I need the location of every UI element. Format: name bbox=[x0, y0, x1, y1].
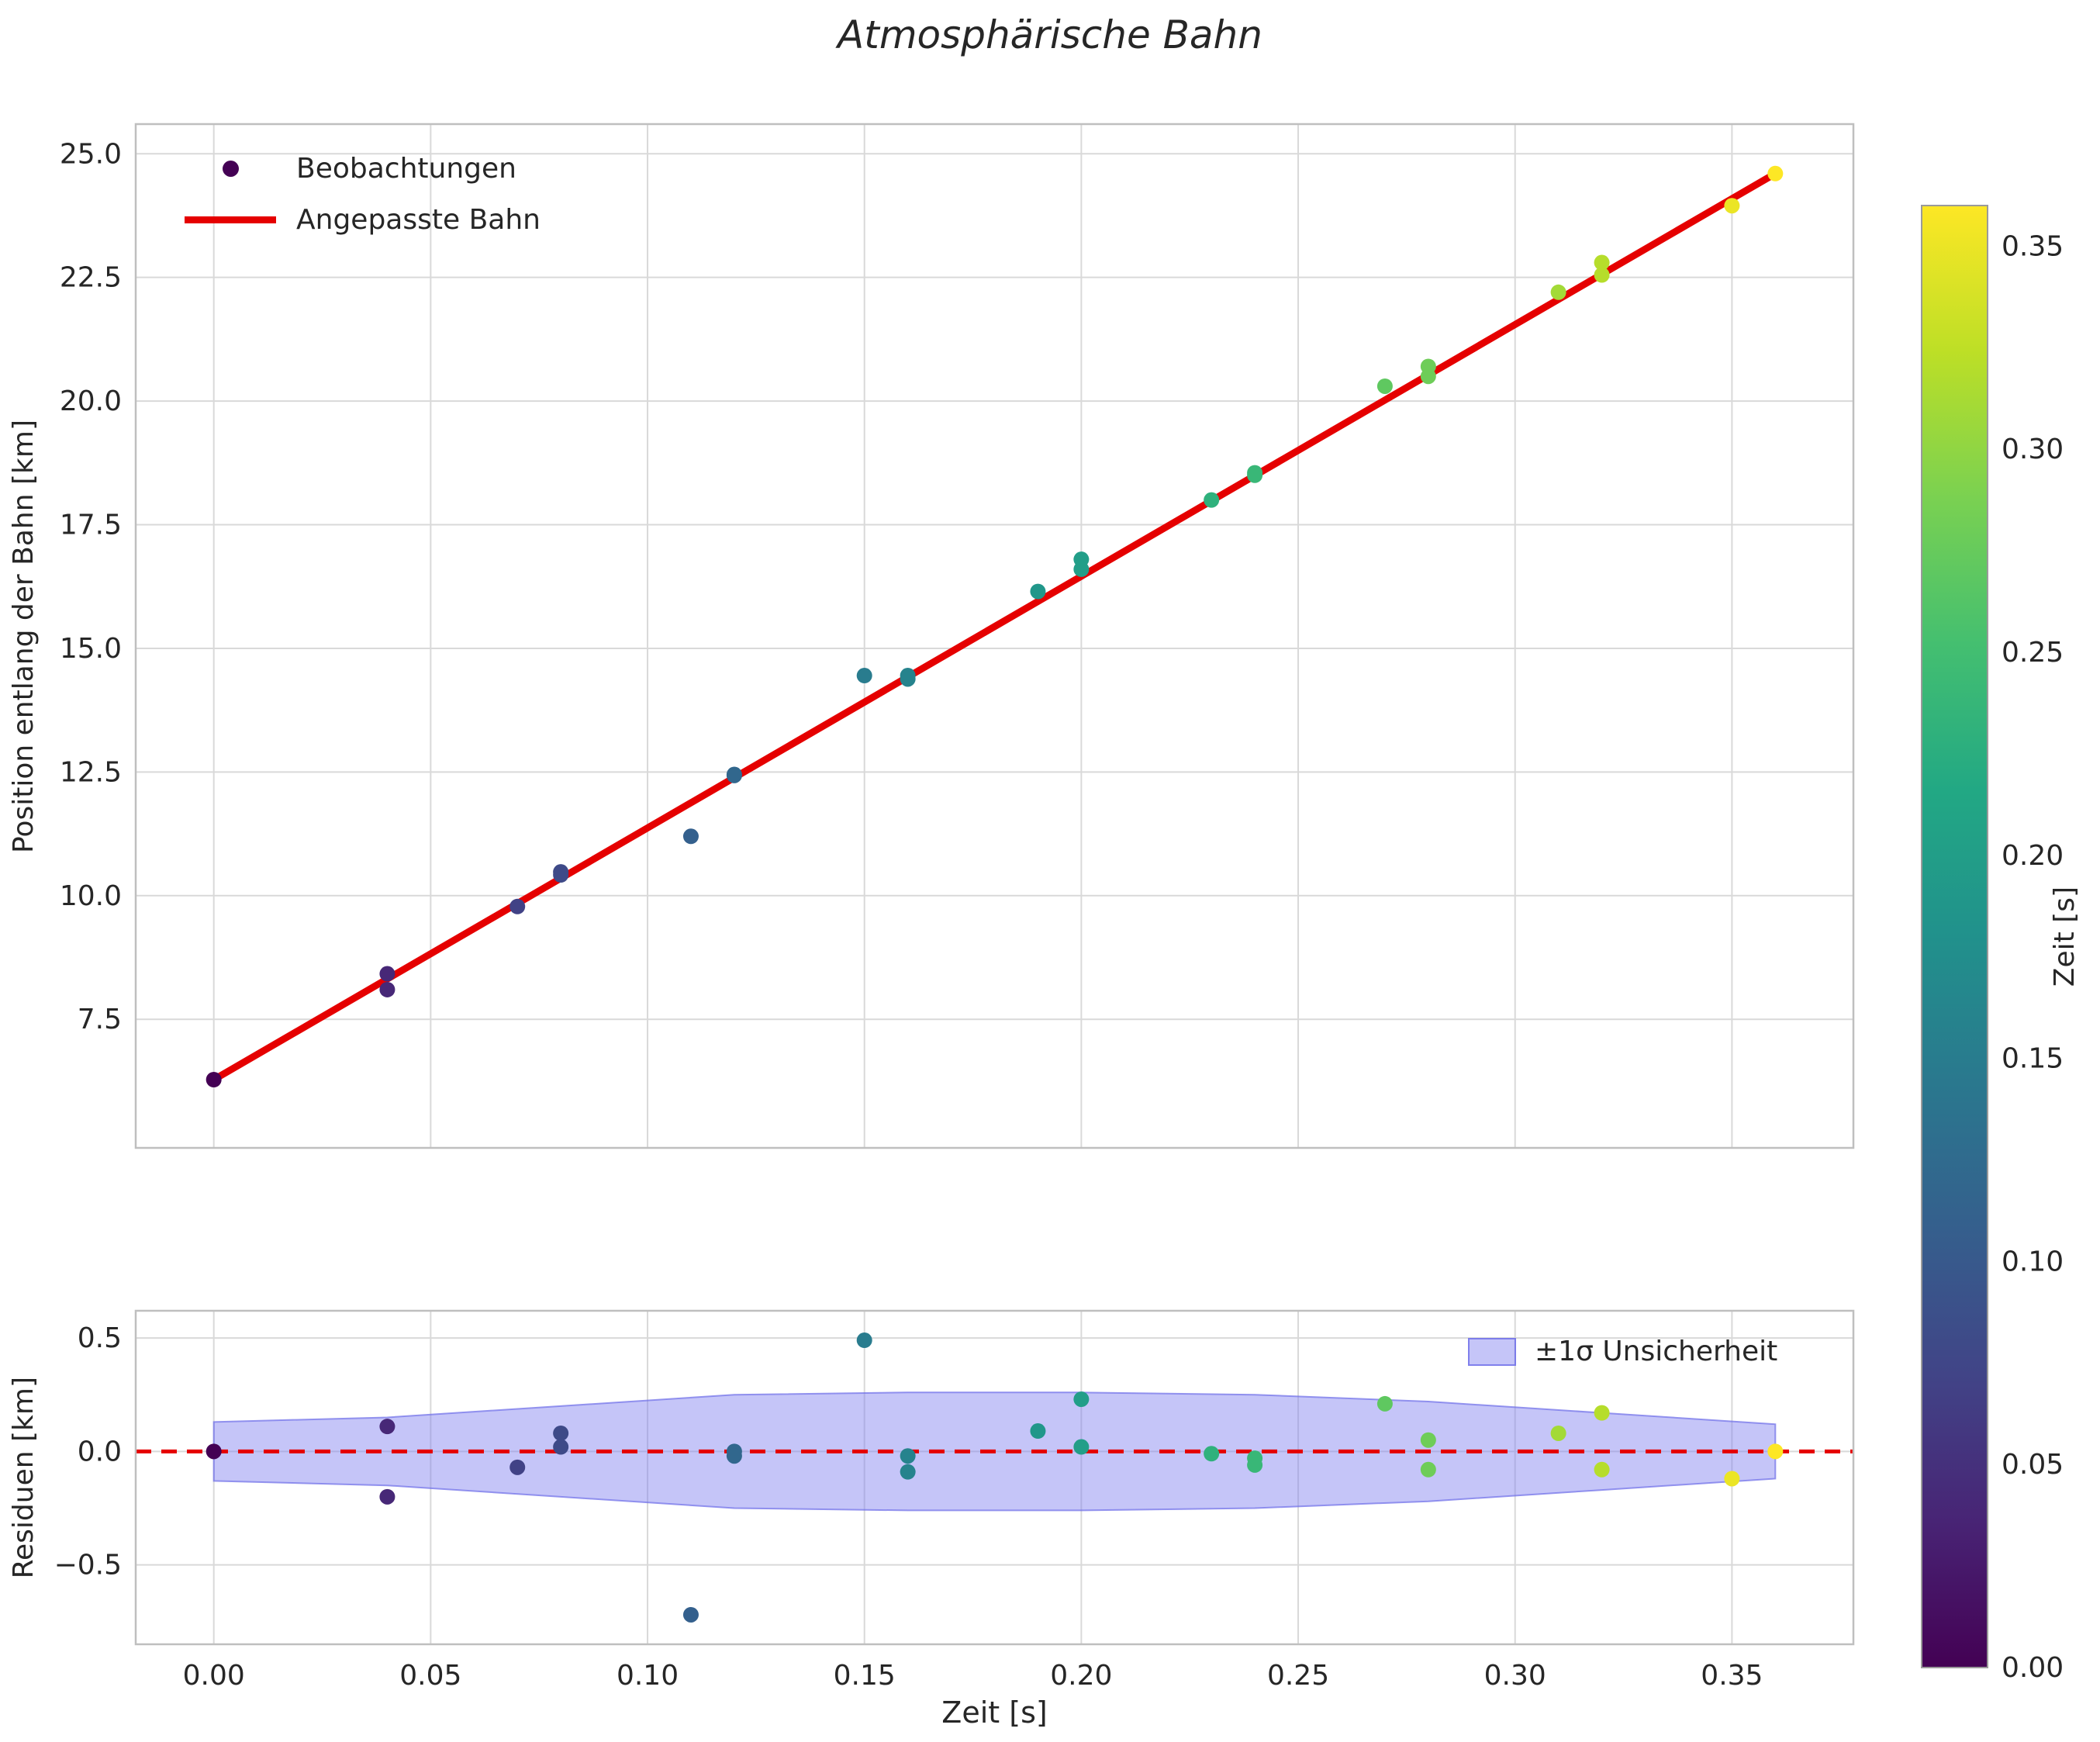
observation-point bbox=[1420, 368, 1436, 385]
uncertainty-band-marker-icon bbox=[1468, 1337, 1516, 1366]
main-y-tick-label: 22.5 bbox=[60, 262, 122, 294]
residual-axes-frame bbox=[134, 1309, 1855, 1646]
legend-item-label: ±1σ Unsicherheit bbox=[1535, 1336, 1778, 1367]
main-y-axis-label: Position entlang der Bahn [km] bbox=[2, 124, 45, 1148]
observation-point bbox=[1376, 378, 1393, 394]
residual-point bbox=[553, 1425, 569, 1441]
colorbar-label-text: Zeit [s] bbox=[2048, 886, 2081, 987]
residual-point bbox=[1420, 1461, 1436, 1478]
main-y-tick-label: 7.5 bbox=[78, 1004, 122, 1035]
residual-point bbox=[379, 1488, 395, 1505]
residual-y-axis-label: Residuen [km] bbox=[2, 1311, 45, 1644]
residual-point bbox=[1724, 1471, 1740, 1487]
observation-point bbox=[509, 898, 526, 914]
observation-point bbox=[726, 767, 742, 783]
colorbar-tick-label: 0.10 bbox=[2002, 1246, 2064, 1277]
residual-point bbox=[726, 1448, 742, 1464]
observation-point bbox=[1204, 492, 1220, 508]
observation-point bbox=[1594, 254, 1610, 271]
main-legend: Beobachtungen Angepasste Bahn bbox=[185, 149, 541, 239]
fit-line-marker-icon bbox=[185, 216, 276, 223]
residual-plot-area bbox=[136, 1311, 1853, 1644]
residual-point bbox=[1030, 1423, 1046, 1440]
colorbar-label: Zeit [s] bbox=[2041, 206, 2088, 1668]
residual-point bbox=[1420, 1432, 1436, 1448]
observation-point bbox=[206, 1072, 222, 1087]
legend-item-fit-line: Angepasste Bahn bbox=[185, 200, 541, 239]
colorbar-tick-label: 0.05 bbox=[2002, 1449, 2064, 1481]
x-tick-label: 0.35 bbox=[1701, 1660, 1763, 1692]
x-tick-label: 0.00 bbox=[183, 1660, 245, 1692]
x-tick-label: 0.25 bbox=[1267, 1660, 1329, 1692]
residual-point bbox=[1204, 1446, 1220, 1462]
x-axis-label: Zeit [s] bbox=[941, 1695, 1048, 1730]
main-axes-frame bbox=[134, 123, 1855, 1149]
residual-point bbox=[1767, 1443, 1784, 1460]
residual-point bbox=[1073, 1391, 1090, 1408]
residual-point bbox=[553, 1439, 569, 1455]
main-y-tick-label: 10.0 bbox=[60, 880, 122, 912]
colorbar-tick-label: 0.15 bbox=[2002, 1043, 2064, 1075]
observation-point bbox=[1724, 198, 1740, 214]
fit-line bbox=[210, 170, 1779, 1084]
observation-point bbox=[1594, 267, 1610, 283]
colorbar-tick-label: 0.00 bbox=[2002, 1652, 2064, 1684]
residual-y-axis-label-text: Residuen [km] bbox=[7, 1376, 40, 1579]
main-y-tick-label: 20.0 bbox=[60, 385, 122, 417]
observation-point bbox=[682, 828, 699, 845]
main-y-tick-label: 12.5 bbox=[60, 756, 122, 788]
residual-point bbox=[1247, 1457, 1263, 1473]
x-tick-label: 0.05 bbox=[399, 1660, 461, 1692]
x-tick-label: 0.15 bbox=[834, 1660, 896, 1692]
residual-point bbox=[900, 1464, 916, 1480]
residual-y-tick-label: 0.5 bbox=[78, 1322, 122, 1354]
residual-y-tick-label: −0.5 bbox=[54, 1550, 122, 1581]
observations-marker-icon bbox=[185, 160, 276, 177]
residual-point bbox=[1550, 1425, 1566, 1441]
observation-point bbox=[900, 671, 916, 687]
x-tick-label: 0.20 bbox=[1050, 1660, 1112, 1692]
chart-title: Atmosphärische Bahn bbox=[838, 12, 1262, 57]
residual-point bbox=[900, 1448, 916, 1464]
legend-item-label: Angepasste Bahn bbox=[296, 203, 541, 236]
legend-item-observations: Beobachtungen bbox=[185, 149, 541, 188]
main-y-tick-label: 17.5 bbox=[60, 510, 122, 541]
observation-point bbox=[1247, 467, 1263, 483]
residual-point bbox=[1594, 1461, 1610, 1478]
colorbar-tick-label: 0.25 bbox=[2002, 637, 2064, 669]
residual-point bbox=[379, 1419, 395, 1435]
x-tick-label: 0.10 bbox=[617, 1660, 679, 1692]
residual-legend: ±1σ Unsicherheit bbox=[1468, 1336, 1777, 1367]
residual-point bbox=[509, 1459, 526, 1475]
main-y-tick-label: 15.0 bbox=[60, 633, 122, 665]
observation-point bbox=[1030, 583, 1046, 600]
main-y-axis-label-text: Position entlang der Bahn [km] bbox=[7, 419, 40, 853]
observation-point bbox=[856, 668, 872, 684]
observation-point bbox=[379, 981, 395, 997]
colorbar-frame bbox=[1921, 205, 1988, 1668]
residual-point bbox=[1594, 1405, 1610, 1421]
observation-point bbox=[553, 867, 569, 883]
colorbar-tick-label: 0.30 bbox=[2002, 434, 2064, 465]
colorbar-tick-label: 0.35 bbox=[2002, 230, 2064, 262]
residual-point bbox=[1073, 1439, 1090, 1455]
residual-point bbox=[206, 1443, 222, 1460]
residual-y-tick-label: 0.0 bbox=[78, 1436, 122, 1467]
observation-point bbox=[1550, 284, 1566, 300]
residual-point bbox=[1376, 1395, 1393, 1412]
observation-point bbox=[1767, 165, 1784, 181]
colorbar-gradient bbox=[1922, 206, 1988, 1668]
residual-point bbox=[682, 1606, 699, 1623]
main-y-tick-label: 25.0 bbox=[60, 138, 122, 170]
observation-point bbox=[1073, 561, 1090, 577]
observation-point bbox=[379, 966, 395, 982]
residual-point bbox=[856, 1332, 872, 1349]
colorbar-tick-label: 0.20 bbox=[2002, 840, 2064, 872]
legend-item-label: Beobachtungen bbox=[296, 152, 516, 185]
x-tick-label: 0.30 bbox=[1484, 1660, 1546, 1692]
